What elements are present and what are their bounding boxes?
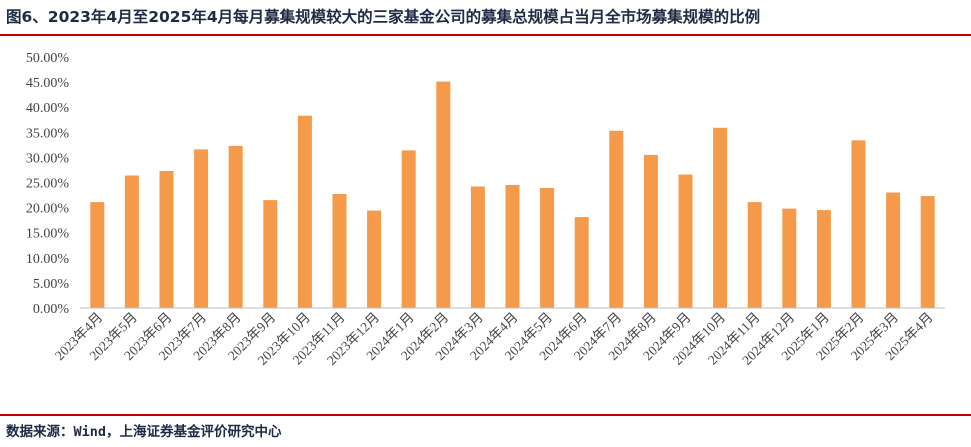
- bar: [574, 217, 589, 308]
- bar: [678, 174, 693, 308]
- y-tick-label: 40.00%: [26, 101, 70, 116]
- y-tick-label: 15.00%: [26, 227, 70, 242]
- bar: [159, 171, 174, 308]
- y-tick-label: 0.00%: [33, 302, 70, 317]
- bar: [194, 149, 209, 308]
- y-tick-label: 10.00%: [26, 252, 70, 267]
- bar: [436, 81, 451, 308]
- bar: [90, 202, 105, 308]
- data-source: 数据来源：Wind，上海证券基金评价研究中心: [6, 424, 282, 440]
- y-tick-label: 50.00%: [26, 51, 70, 66]
- bar: [816, 210, 831, 308]
- y-tick-label: 35.00%: [26, 126, 70, 141]
- y-tick-label: 45.00%: [26, 76, 70, 91]
- y-tick-label: 30.00%: [26, 151, 70, 166]
- bar: [332, 194, 347, 308]
- bar: [505, 185, 520, 308]
- bar: [263, 200, 278, 308]
- bar: [713, 127, 728, 308]
- bar: [470, 186, 485, 308]
- y-tick-label: 5.00%: [33, 277, 70, 292]
- y-tick-label: 20.00%: [26, 202, 70, 217]
- bar: [297, 115, 312, 308]
- bar: [401, 150, 416, 308]
- top-divider: [0, 34, 971, 36]
- y-tick-label: 25.00%: [26, 177, 70, 192]
- bottom-divider: [0, 414, 971, 416]
- chart-title: 图6、2023年4月至2025年4月每月募集规模较大的三家基金公司的募集总规模占…: [6, 8, 761, 26]
- bar-chart: 0.00% 5.00% 10.00% 15.00% 20.00% 25.00% 30.00%…: [26, 51, 945, 368]
- bar: [367, 210, 382, 308]
- bar: [643, 154, 658, 308]
- bar: [228, 145, 243, 308]
- bar: [609, 130, 624, 308]
- bar: [782, 208, 797, 308]
- bar: [920, 196, 935, 308]
- bar: [540, 188, 555, 308]
- bar: [851, 140, 866, 308]
- bar: [886, 192, 901, 308]
- bar: [124, 175, 139, 308]
- bar: [747, 202, 762, 308]
